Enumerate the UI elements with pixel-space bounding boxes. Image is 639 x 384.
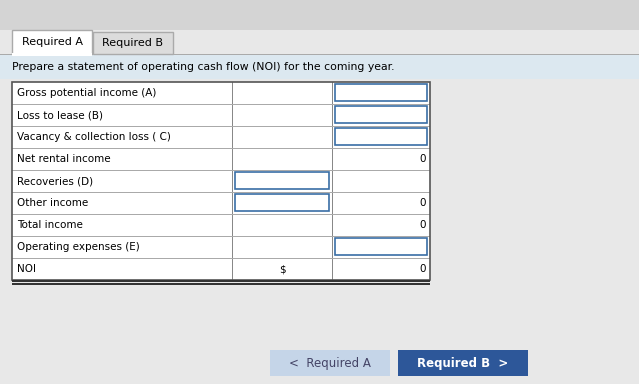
Text: Required B: Required B — [102, 38, 164, 48]
Bar — [12, 53, 92, 56]
Bar — [12, 236, 430, 237]
Text: Required B  >: Required B > — [417, 356, 509, 369]
Text: Loss to lease (B): Loss to lease (B) — [17, 110, 103, 120]
Bar — [12, 82, 430, 280]
Bar — [232, 82, 233, 280]
Bar — [12, 126, 430, 127]
Bar — [12, 258, 430, 259]
Bar — [335, 84, 427, 101]
Bar — [93, 32, 173, 54]
Text: Recoveries (D): Recoveries (D) — [17, 176, 93, 186]
Bar — [235, 172, 329, 189]
Text: Vacancy & collection loss ( C): Vacancy & collection loss ( C) — [17, 132, 171, 142]
Bar — [12, 82, 430, 280]
Bar — [0, 55, 639, 79]
Text: Total income: Total income — [17, 220, 83, 230]
Text: 0: 0 — [419, 154, 426, 164]
Text: 0: 0 — [419, 220, 426, 230]
Text: Required A: Required A — [22, 37, 82, 47]
Bar — [398, 350, 528, 376]
Bar — [0, 54, 639, 55]
Text: Operating expenses (E): Operating expenses (E) — [17, 242, 140, 252]
Bar — [12, 104, 430, 105]
Bar — [12, 214, 430, 215]
Bar — [12, 280, 430, 281]
Text: $: $ — [279, 264, 285, 274]
Text: Net rental income: Net rental income — [17, 154, 111, 164]
Text: Gross potential income (A): Gross potential income (A) — [17, 88, 157, 98]
Bar — [12, 192, 430, 193]
Bar — [332, 82, 333, 280]
Bar — [12, 30, 92, 54]
Bar — [12, 148, 430, 149]
Text: 0: 0 — [419, 198, 426, 208]
Bar — [12, 283, 430, 285]
Bar — [335, 128, 427, 145]
Text: NOI: NOI — [17, 264, 36, 274]
Text: 0: 0 — [419, 264, 426, 274]
Bar — [335, 238, 427, 255]
Text: Other income: Other income — [17, 198, 88, 208]
Bar — [12, 170, 430, 171]
Bar — [335, 106, 427, 123]
Bar — [270, 350, 390, 376]
Bar — [235, 194, 329, 211]
Text: Prepare a statement of operating cash flow (NOI) for the coming year.: Prepare a statement of operating cash fl… — [12, 62, 394, 72]
Text: <  Required A: < Required A — [289, 356, 371, 369]
Bar — [0, 0, 639, 30]
